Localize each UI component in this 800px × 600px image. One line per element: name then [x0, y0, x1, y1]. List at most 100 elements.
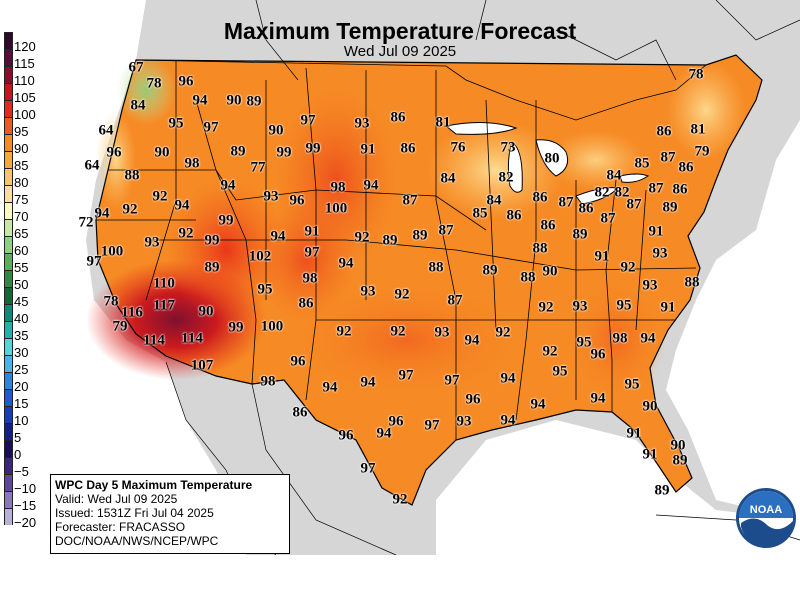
noaa-logo: NOAA [736, 488, 796, 548]
temperature-value: 98 [612, 330, 628, 347]
temperature-value: 84 [486, 192, 502, 209]
temperature-value: 95 [552, 363, 568, 380]
temperature-value: 99 [305, 140, 321, 157]
temperature-value: 92 [122, 201, 138, 218]
color-scale-label: −10 [14, 481, 37, 496]
temperature-value: 91 [304, 223, 320, 240]
temperature-value: 77 [250, 159, 266, 176]
temperature-value: 89 [204, 259, 220, 276]
temperature-value: 96 [106, 144, 122, 161]
temperature-value: 94 [530, 396, 546, 413]
pacific-ocean [16, 0, 246, 555]
temperature-value: 94 [270, 228, 286, 245]
temperature-value: 91 [660, 299, 676, 316]
temperature-value: 87 [660, 149, 676, 166]
color-scale-label: 0 [14, 447, 22, 462]
temperature-value: 114 [143, 332, 165, 349]
color-scale-swatch [4, 423, 13, 440]
map-title: Maximum Temperature Forecast [223, 18, 577, 44]
temperature-value: 97 [300, 112, 316, 129]
temperature-value: 91 [648, 223, 664, 240]
color-scale-label: 5 [14, 430, 22, 445]
temperature-value: 93 [652, 245, 668, 262]
temperature-value: 92 [336, 323, 352, 340]
temperature-value: 85 [472, 205, 488, 222]
color-scale-swatch [4, 270, 13, 287]
gulf-of-mexico [436, 420, 800, 555]
color-scale-swatch [4, 83, 13, 100]
temperature-value: 87 [626, 196, 642, 213]
color-scale-swatch [4, 406, 13, 423]
color-scale-swatch [4, 389, 13, 406]
color-scale-label: 25 [14, 362, 29, 377]
temperature-value: 94 [94, 205, 110, 222]
temperature-value: 116 [121, 304, 143, 321]
temperature-value: 87 [600, 210, 616, 227]
temperature-value: 92 [538, 299, 554, 316]
temperature-value: 84 [606, 167, 622, 184]
temperature-value: 90 [670, 437, 686, 454]
temperature-value: 91 [594, 248, 610, 265]
temperature-value: 92 [152, 188, 168, 205]
temperature-value: 94 [220, 177, 236, 194]
temperature-value: 93 [263, 188, 279, 205]
temperature-value: 80 [544, 150, 560, 167]
temperature-value: 98 [302, 270, 318, 287]
temperature-value: 97 [86, 253, 102, 270]
temperature-value: 102 [248, 248, 272, 265]
temperature-value: 94 [500, 370, 516, 387]
color-scale-label: −5 [14, 464, 29, 479]
color-scale-swatch [4, 440, 13, 457]
temperature-value: 93 [360, 283, 376, 300]
temperature-value: 87 [558, 194, 574, 211]
temperature-value: 89 [672, 452, 688, 469]
color-scale-label: 70 [14, 209, 29, 224]
color-scale-label: 110 [14, 73, 35, 88]
temperature-value: 82 [614, 184, 630, 201]
temperature-value: 88 [532, 240, 548, 257]
noaa-logo-text: NOAA [750, 504, 782, 516]
temperature-value: 67 [128, 59, 144, 76]
temperature-value: 97 [444, 372, 460, 389]
temperature-value: 90 [154, 144, 170, 161]
temperature-value: 88 [124, 167, 140, 184]
temperature-value: 93 [642, 277, 658, 294]
temperature-value: 81 [690, 121, 706, 138]
temperature-value: 86 [298, 295, 314, 312]
color-scale-label: 60 [14, 243, 29, 258]
temperature-value: 95 [257, 281, 273, 298]
temperature-value: 94 [192, 92, 208, 109]
temperature-value: 89 [662, 199, 678, 216]
color-scale-label: 75 [14, 192, 29, 207]
temperature-value: 86 [672, 181, 688, 198]
temperature-value: 96 [338, 427, 354, 444]
temperature-value: 86 [532, 189, 548, 206]
color-scale-swatch [4, 100, 13, 117]
temperature-value: 99 [204, 232, 220, 249]
temperature-value: 87 [447, 292, 463, 309]
temperature-value: 92 [354, 229, 370, 246]
temperature-value: 97 [203, 119, 219, 136]
color-scale-label: 100 [14, 107, 36, 122]
color-scale-label: 30 [14, 345, 29, 360]
temperature-value: 79 [112, 318, 128, 335]
temperature-value: 100 [324, 200, 348, 217]
color-scale-label: 40 [14, 311, 29, 326]
color-scale-swatch [4, 66, 13, 83]
color-scale-label: 85 [14, 158, 29, 173]
temperature-value: 89 [382, 232, 398, 249]
temperature-value: 98 [330, 179, 346, 196]
color-scale-swatch [4, 49, 13, 66]
temperature-value: 96 [388, 413, 404, 430]
temperature-color-scale [4, 32, 14, 525]
color-scale-label: 45 [14, 294, 29, 309]
color-scale-swatch [4, 151, 13, 168]
temperature-value: 97 [424, 417, 440, 434]
color-scale-label: 15 [14, 396, 29, 411]
temperature-value: 94 [464, 332, 480, 349]
temperature-value: 72 [78, 214, 94, 231]
temperature-value: 78 [146, 75, 162, 92]
info-forecaster: Forecaster: FRACASSO [55, 520, 186, 534]
temperature-value: 87 [438, 222, 454, 239]
temperature-value: 88 [520, 269, 536, 286]
